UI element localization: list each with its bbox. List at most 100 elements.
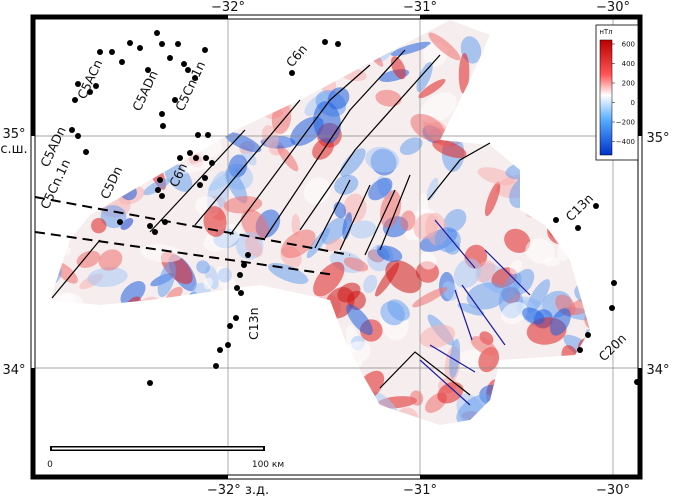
pick-dot bbox=[234, 285, 240, 291]
anomaly-blob bbox=[334, 174, 359, 195]
anomaly-blob bbox=[343, 257, 369, 272]
pick-dot bbox=[233, 315, 239, 321]
pick-dot bbox=[195, 132, 201, 138]
pick-dot bbox=[127, 40, 133, 46]
pick-dot bbox=[193, 155, 199, 161]
scale-bar: 0 100 км bbox=[47, 446, 284, 470]
anomaly-blob bbox=[549, 308, 571, 336]
anomaly-blob bbox=[291, 213, 301, 236]
pick-dot bbox=[167, 55, 173, 61]
anomaly-blob bbox=[412, 287, 448, 308]
pick-dot bbox=[245, 252, 251, 258]
pick-dot bbox=[117, 219, 123, 225]
anomaly-blob bbox=[400, 210, 416, 231]
anomaly-blob bbox=[368, 177, 393, 201]
anomaly-blob bbox=[419, 251, 437, 270]
blue-lines bbox=[419, 219, 531, 406]
pick-dot bbox=[187, 150, 193, 156]
anomaly-blob bbox=[442, 281, 458, 301]
pick-dot bbox=[213, 363, 219, 369]
pick-dot bbox=[97, 49, 103, 55]
anomaly-blob bbox=[245, 237, 263, 258]
anomaly-blob bbox=[365, 146, 400, 173]
pick-dot bbox=[238, 290, 244, 296]
pick-dot bbox=[585, 332, 591, 338]
pick-dot bbox=[159, 111, 165, 117]
pick-dot bbox=[289, 70, 295, 76]
anomaly-blob bbox=[178, 159, 219, 174]
anomaly-blob bbox=[380, 190, 402, 228]
colorbar-tick-label: 200 bbox=[622, 80, 635, 88]
anomaly-blob bbox=[268, 262, 309, 285]
anomaly-blob bbox=[376, 245, 403, 262]
pick-dot bbox=[241, 262, 247, 268]
lat-label: 34° bbox=[2, 363, 25, 378]
pick-dot bbox=[205, 132, 211, 138]
pick-dot bbox=[160, 123, 166, 129]
anomaly-blob bbox=[380, 301, 405, 326]
anomaly-blob bbox=[306, 227, 330, 259]
pick-dot bbox=[202, 47, 208, 53]
pick-dot bbox=[181, 61, 187, 67]
anomaly-blob bbox=[303, 177, 331, 205]
pick-dot bbox=[109, 49, 115, 55]
anomaly-blob bbox=[120, 218, 134, 230]
anomaly-blob bbox=[346, 304, 373, 336]
lon-label: −30° bbox=[596, 0, 630, 15]
anomaly-label: C13n bbox=[246, 307, 261, 340]
pick-dot bbox=[69, 127, 75, 133]
pick-dot bbox=[553, 217, 559, 223]
pick-dot bbox=[175, 41, 181, 47]
pick-dot bbox=[159, 41, 165, 47]
pick-dot bbox=[157, 177, 163, 183]
anomaly-blob bbox=[342, 212, 353, 240]
pick-dot bbox=[72, 97, 78, 103]
lon-label: −32° з.д. bbox=[207, 483, 269, 498]
pick-dot bbox=[75, 133, 81, 139]
pick-dot bbox=[192, 75, 198, 81]
pick-dot bbox=[87, 89, 93, 95]
anomaly-blob bbox=[501, 272, 522, 302]
lat-label: 35° bbox=[646, 131, 669, 146]
colorbar-tick-label: 400 bbox=[622, 60, 635, 68]
anomaly-blob bbox=[350, 220, 377, 239]
anomaly-blob bbox=[313, 261, 345, 297]
anomaly-blob bbox=[325, 238, 345, 252]
anomaly-blob bbox=[223, 196, 263, 214]
anomaly-blob bbox=[375, 89, 402, 107]
anomaly-blob bbox=[416, 61, 433, 93]
anomaly-blob bbox=[434, 227, 461, 253]
scale-bar-white bbox=[52, 447, 263, 450]
anomaly-blob bbox=[98, 249, 123, 271]
pick-dot bbox=[237, 272, 243, 278]
lat-text: 35° bbox=[2, 127, 25, 142]
anomaly-blob bbox=[87, 267, 128, 288]
anomaly-blob bbox=[399, 137, 423, 156]
colorbar-gradient bbox=[599, 39, 613, 156]
pick-dot bbox=[203, 155, 209, 161]
anomaly-blob bbox=[525, 238, 555, 264]
anomaly-blob bbox=[143, 178, 170, 196]
anomaly-blob bbox=[453, 258, 482, 289]
anomaly-blob bbox=[277, 144, 299, 172]
lat-label: 35° с.ш. bbox=[0, 127, 27, 157]
anomaly-blob bbox=[217, 267, 233, 283]
anomaly-blob bbox=[313, 101, 341, 144]
pick-dot bbox=[335, 41, 341, 47]
colorbar-title: нТл bbox=[599, 28, 612, 36]
pick-dot bbox=[202, 175, 208, 181]
anomaly-blob bbox=[470, 336, 498, 356]
anomaly-blob bbox=[509, 259, 522, 275]
anomaly-blob bbox=[456, 393, 494, 425]
lat-sub: с.ш. bbox=[0, 142, 27, 157]
pick-dot bbox=[162, 219, 168, 225]
pick-dot bbox=[159, 193, 165, 199]
colorbar: нТл 600 400 200 0 −200 −400 bbox=[595, 24, 639, 161]
pick-dot bbox=[577, 347, 583, 353]
pick-dot bbox=[185, 67, 191, 73]
pick-dot bbox=[225, 342, 231, 348]
anomaly-blob bbox=[437, 381, 464, 404]
lon-label: −32° bbox=[211, 0, 245, 15]
pick-dot bbox=[575, 225, 581, 231]
